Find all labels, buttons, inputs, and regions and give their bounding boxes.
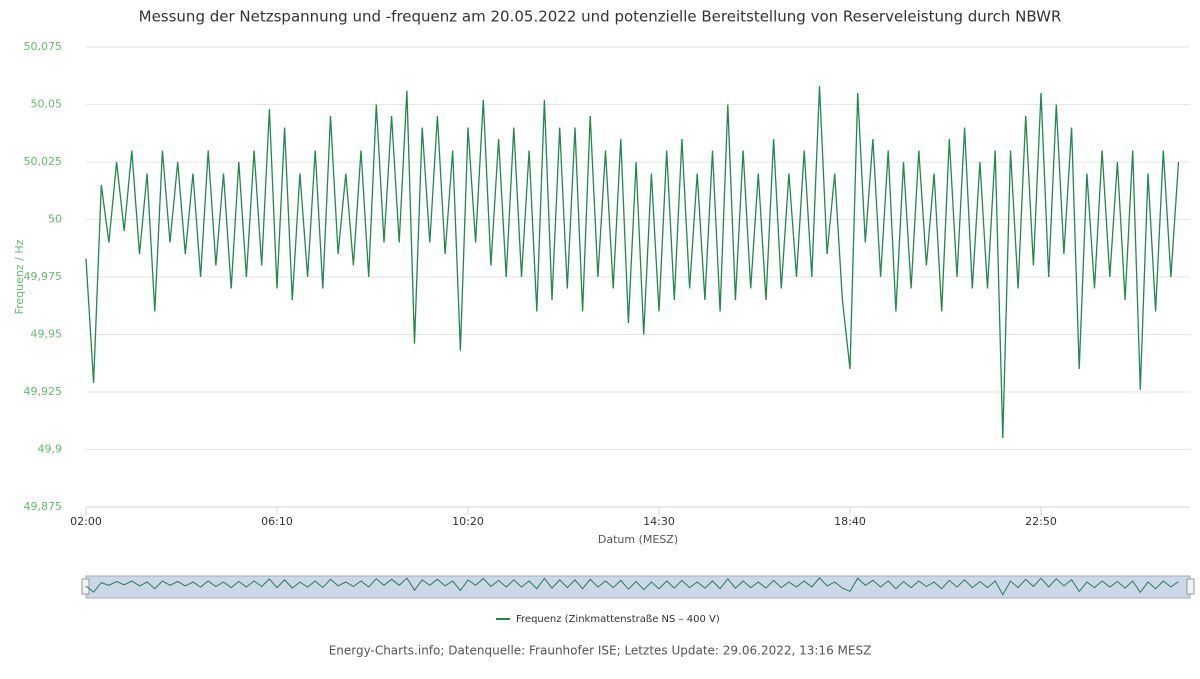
frequency-line	[85, 86, 1180, 439]
x-axis-label: Datum (MESZ)	[598, 533, 678, 546]
y-tick-label: 50	[48, 213, 62, 226]
navigator-handle[interactable]	[1186, 578, 1195, 595]
y-tick-label: 49,975	[24, 270, 63, 283]
legend-label: Frequenz (Zinkmattenstraße NS – 400 V)	[516, 614, 720, 625]
x-tick-label: 10:20	[452, 515, 484, 528]
y-tick-label: 49,925	[24, 385, 63, 398]
y-tick-label: 50,075	[24, 40, 63, 53]
y-axis-label: Frequenz / Hz	[13, 239, 26, 314]
chart-title: Messung der Netzspannung und -frequenz a…	[139, 8, 1062, 26]
navigator-line	[85, 577, 1179, 596]
x-tick-label: 06:10	[261, 515, 293, 528]
x-tick-label: 18:40	[834, 515, 866, 528]
x-tick-label: 02:00	[70, 515, 102, 528]
source-note: Energy-Charts.info; Datenquelle: Fraunho…	[329, 644, 872, 658]
navigator-handle[interactable]	[81, 578, 90, 595]
y-tick-label: 50,05	[31, 98, 63, 111]
navigator[interactable]	[85, 575, 1191, 599]
y-tick-label: 49,9	[38, 443, 63, 456]
y-tick-label: 49,875	[24, 500, 63, 513]
x-tick-label: 14:30	[643, 515, 675, 528]
y-tick-label: 50,025	[24, 155, 63, 168]
x-tick-label: 22:50	[1025, 515, 1057, 528]
y-tick-label: 49,95	[31, 328, 63, 341]
